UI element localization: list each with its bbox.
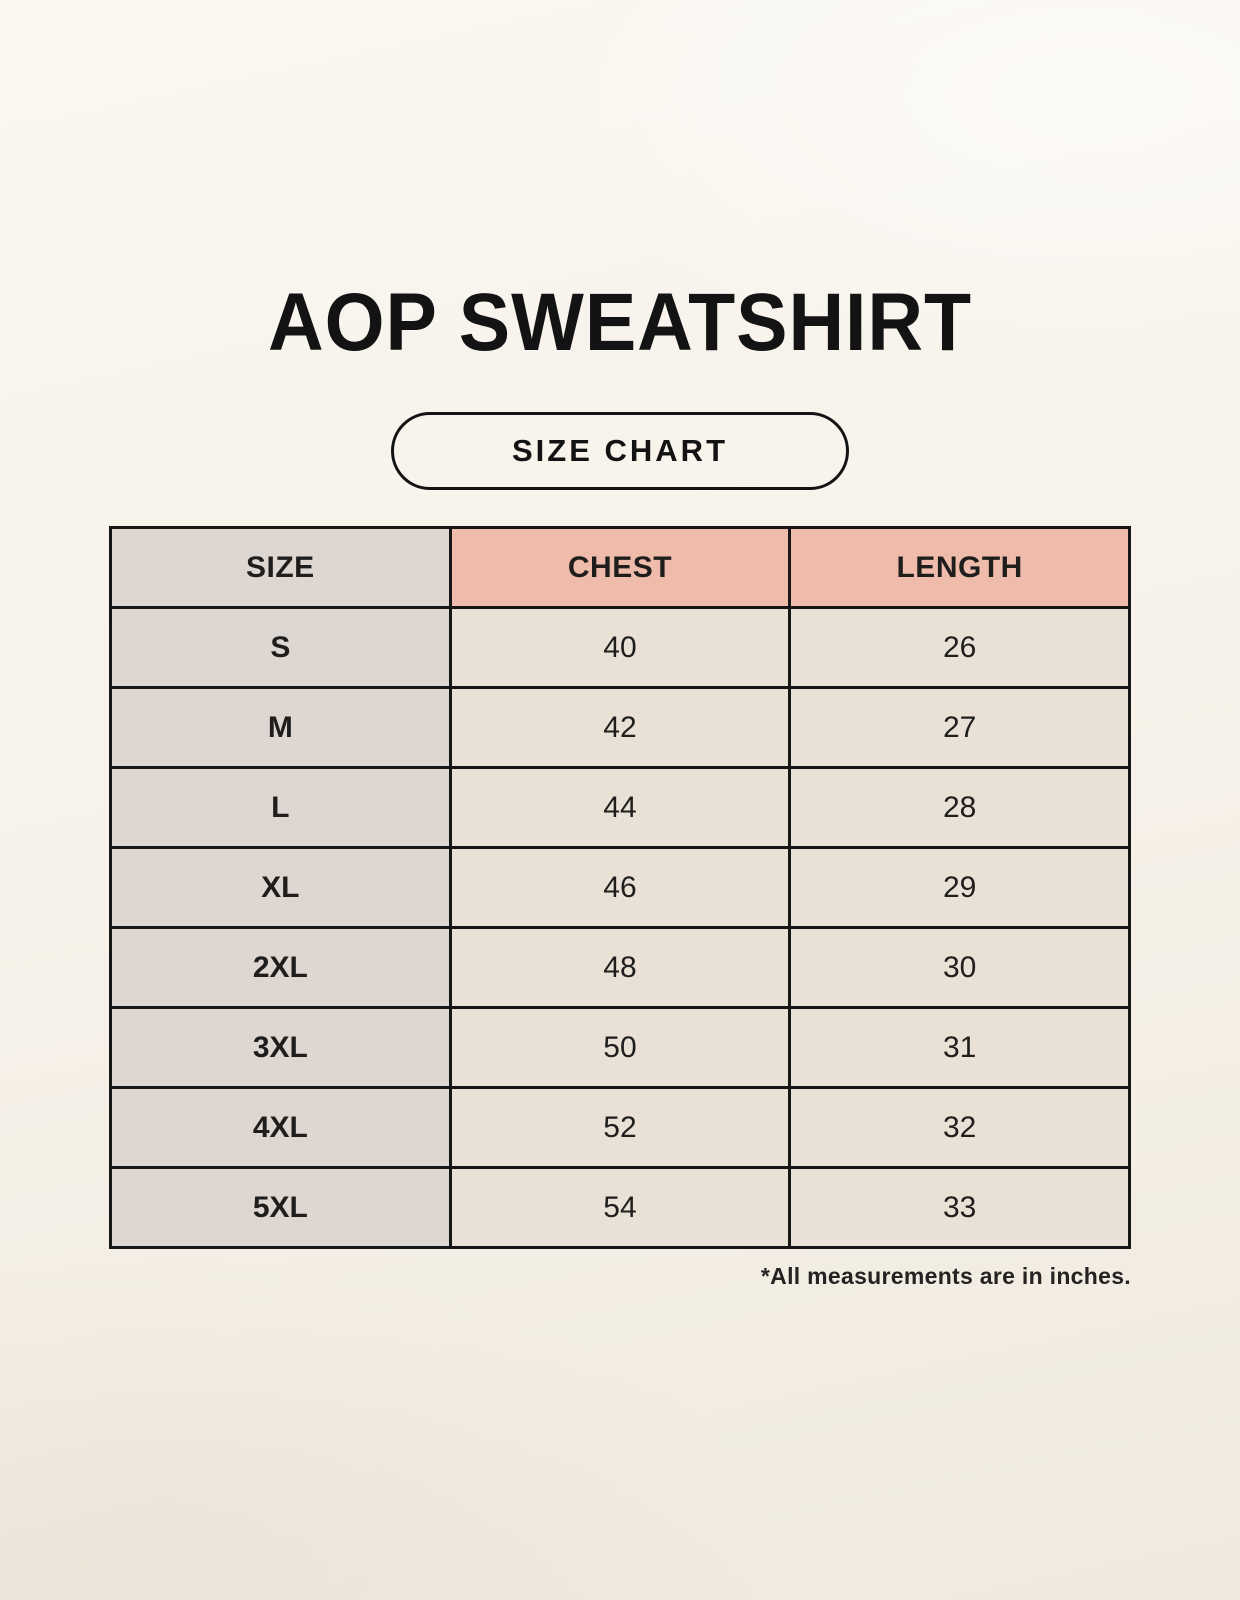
chest-cell: 44: [448, 766, 792, 849]
table-row: S 40 26: [109, 606, 1131, 689]
length-cell: 29: [788, 846, 1131, 929]
column-header-size: SIZE: [109, 526, 452, 609]
table-row: 3XL 50 31: [109, 1006, 1131, 1089]
table-header-row: SIZE CHEST LENGTH: [109, 526, 1131, 609]
size-cell: S: [109, 606, 452, 689]
size-table: SIZE CHEST LENGTH S 40 26 M 42 27 L 44 28 XL 46 29 2…: [109, 526, 1131, 1249]
length-cell: 26: [788, 606, 1131, 689]
page-title: AOP SWEATSHIRT: [267, 277, 973, 368]
table-row: M 42 27: [109, 686, 1131, 769]
size-chart-badge-label: SIZE CHART: [512, 433, 728, 468]
size-table-body: S 40 26 M 42 27 L 44 28 XL 46 29 2XL 48 30 3XL 50 31 4XL 52…: [109, 606, 1131, 1249]
table-row: XL 46 29: [109, 846, 1131, 929]
table-row: 5XL 54 33: [109, 1166, 1131, 1249]
size-cell: M: [109, 686, 452, 769]
table-row: 4XL 52 32: [109, 1086, 1131, 1169]
length-cell: 28: [788, 766, 1131, 849]
length-cell: 32: [788, 1086, 1131, 1169]
size-cell: 5XL: [109, 1166, 452, 1249]
column-header-length: LENGTH: [788, 526, 1131, 609]
chest-cell: 52: [448, 1086, 792, 1169]
size-chart-badge: SIZE CHART: [391, 412, 849, 490]
size-cell: L: [109, 766, 452, 849]
length-cell: 31: [788, 1006, 1131, 1089]
size-cell: 3XL: [109, 1006, 452, 1089]
length-cell: 33: [788, 1166, 1131, 1249]
chest-cell: 42: [448, 686, 792, 769]
chest-cell: 46: [448, 846, 792, 929]
length-cell: 30: [788, 926, 1131, 1009]
table-row: L 44 28: [109, 766, 1131, 849]
chest-cell: 50: [448, 1006, 792, 1089]
chest-cell: 54: [448, 1166, 792, 1249]
size-cell: 2XL: [109, 926, 452, 1009]
length-cell: 27: [788, 686, 1131, 769]
size-cell: 4XL: [109, 1086, 452, 1169]
chest-cell: 40: [448, 606, 792, 689]
chest-cell: 48: [448, 926, 792, 1009]
footnote: *All measurements are in inches.: [760, 1263, 1131, 1289]
table-row: 2XL 48 30: [109, 926, 1131, 1009]
size-cell: XL: [109, 846, 452, 929]
column-header-chest: CHEST: [448, 526, 792, 609]
